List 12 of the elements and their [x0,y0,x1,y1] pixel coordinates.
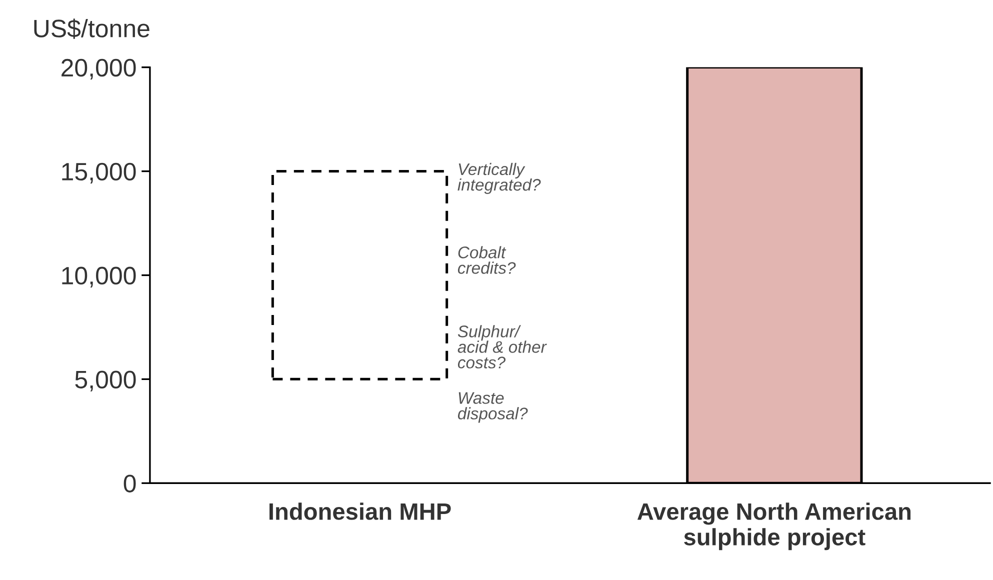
y-tick-label: 0 [124,474,136,492]
annotation: Vertically integrated? [458,162,541,194]
annotation: Sulphur/ acid & other costs? [458,325,547,368]
y-axis-title: US$/tonne [34,18,150,39]
y-tick-label: 20,000 [62,58,136,80]
y-tick-label: 10,000 [62,266,136,288]
annotation: Cobalt credits? [458,246,516,274]
y-tick-label: 5,000 [75,370,136,392]
x-tick-label: Indonesian MHP [270,502,451,520]
x-tick-label: Average North American sulphide project [637,502,910,550]
y-tick-label: 15,000 [62,162,136,184]
annotation: Waste disposal? [458,392,528,423]
